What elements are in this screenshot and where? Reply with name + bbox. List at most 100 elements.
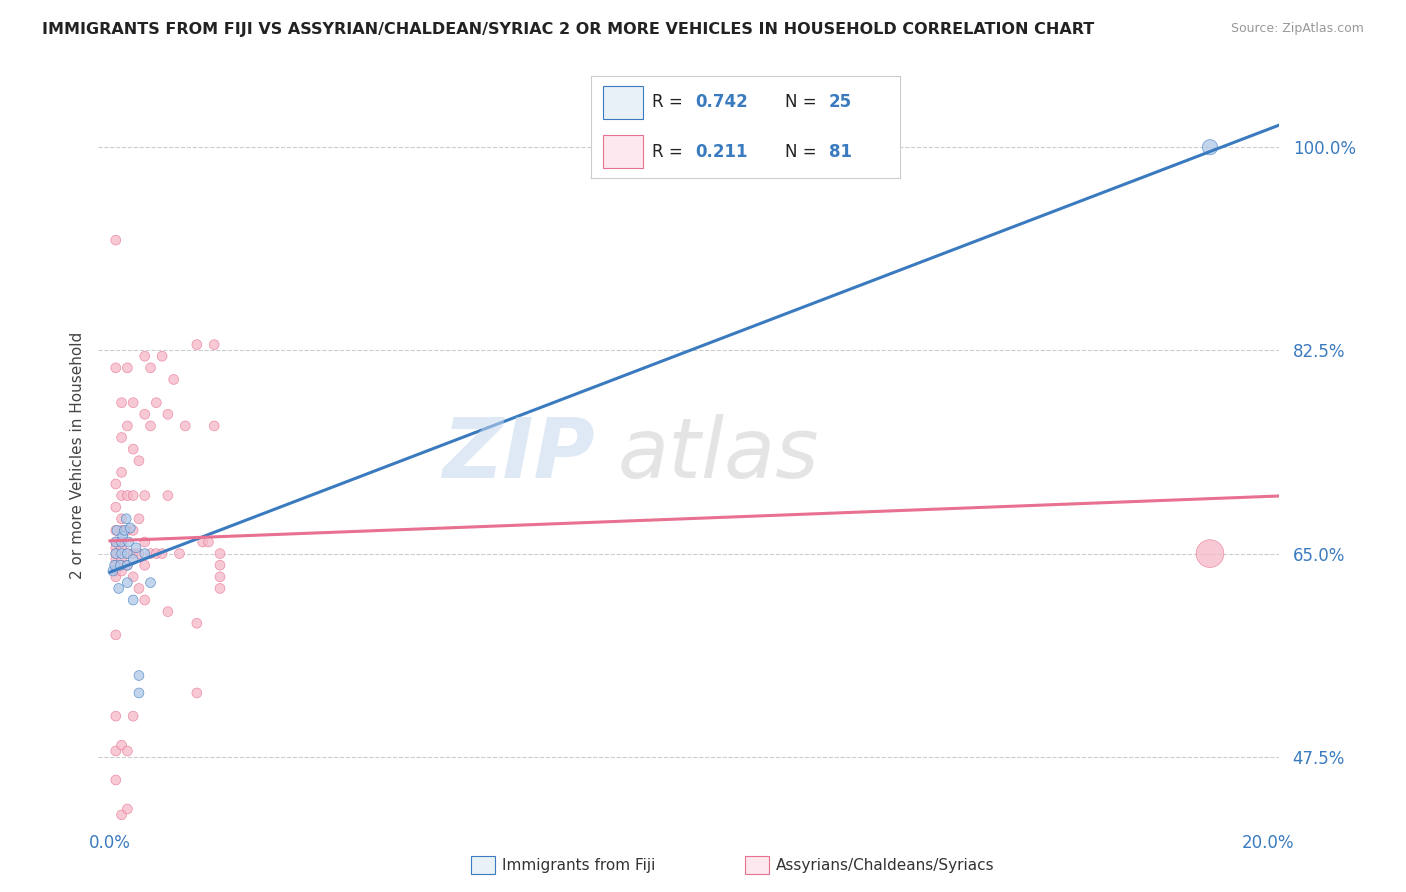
- Point: [104, 552, 127, 566]
- Point: [104, 564, 127, 578]
- Point: [110, 535, 132, 549]
- Point: [156, 407, 179, 421]
- Point: [110, 524, 132, 538]
- Point: [208, 558, 231, 573]
- Point: [134, 547, 156, 561]
- Point: [104, 547, 127, 561]
- Point: [122, 489, 145, 503]
- Point: [110, 541, 132, 555]
- Point: [115, 512, 138, 526]
- Point: [150, 349, 173, 363]
- Point: [117, 547, 139, 561]
- Point: [104, 541, 127, 555]
- Point: [104, 360, 127, 375]
- Point: [186, 337, 208, 351]
- Text: Immigrants from Fiji: Immigrants from Fiji: [502, 858, 655, 872]
- Point: [134, 558, 156, 573]
- Point: [110, 807, 132, 822]
- Text: Source: ZipAtlas.com: Source: ZipAtlas.com: [1230, 22, 1364, 36]
- Text: 81: 81: [828, 143, 852, 161]
- Point: [150, 547, 173, 561]
- Point: [117, 558, 139, 573]
- Point: [104, 744, 127, 758]
- Text: Assyrians/Chaldeans/Syriacs: Assyrians/Chaldeans/Syriacs: [776, 858, 994, 872]
- Point: [104, 535, 127, 549]
- Point: [104, 500, 127, 515]
- Point: [104, 233, 127, 247]
- Point: [104, 535, 127, 549]
- Point: [186, 616, 208, 631]
- Point: [110, 738, 132, 752]
- Point: [104, 848, 127, 863]
- Text: R =: R =: [652, 94, 689, 112]
- Point: [134, 593, 156, 607]
- Point: [139, 360, 162, 375]
- Text: ZIP: ZIP: [441, 415, 595, 495]
- Point: [110, 552, 132, 566]
- Point: [197, 535, 219, 549]
- Point: [145, 395, 167, 409]
- Point: [110, 547, 132, 561]
- Point: [110, 564, 132, 578]
- Text: 0.742: 0.742: [696, 94, 748, 112]
- Point: [122, 524, 145, 538]
- Point: [117, 547, 139, 561]
- Point: [117, 418, 139, 433]
- Point: [202, 337, 225, 351]
- Point: [208, 582, 231, 596]
- Text: atlas: atlas: [619, 415, 820, 495]
- Point: [208, 547, 231, 561]
- Point: [104, 772, 127, 787]
- Point: [122, 547, 145, 561]
- Point: [134, 489, 156, 503]
- Point: [117, 558, 139, 573]
- Point: [101, 564, 124, 578]
- Point: [122, 395, 145, 409]
- Point: [105, 524, 128, 538]
- Point: [107, 582, 129, 596]
- Point: [139, 575, 162, 590]
- Point: [122, 552, 145, 566]
- Point: [104, 628, 127, 642]
- Point: [128, 547, 150, 561]
- Point: [104, 558, 127, 573]
- Text: 0.211: 0.211: [696, 143, 748, 161]
- Text: IMMIGRANTS FROM FIJI VS ASSYRIAN/CHALDEAN/SYRIAC 2 OR MORE VEHICLES IN HOUSEHOLD: IMMIGRANTS FROM FIJI VS ASSYRIAN/CHALDEA…: [42, 22, 1094, 37]
- Point: [156, 605, 179, 619]
- Point: [117, 535, 139, 549]
- Point: [104, 547, 127, 561]
- Point: [110, 466, 132, 480]
- Point: [114, 524, 136, 538]
- Point: [104, 558, 127, 573]
- Point: [128, 512, 150, 526]
- Point: [186, 686, 208, 700]
- Point: [122, 442, 145, 456]
- Y-axis label: 2 or more Vehicles in Household: 2 or more Vehicles in Household: [69, 331, 84, 579]
- Point: [110, 395, 132, 409]
- Point: [110, 512, 132, 526]
- Point: [156, 489, 179, 503]
- Point: [104, 524, 127, 538]
- Point: [128, 582, 150, 596]
- Text: R =: R =: [652, 143, 693, 161]
- Point: [174, 418, 197, 433]
- Point: [145, 547, 167, 561]
- Point: [208, 570, 231, 584]
- Point: [139, 547, 162, 561]
- Point: [110, 535, 132, 549]
- Point: [120, 521, 142, 535]
- Point: [104, 570, 127, 584]
- Point: [117, 360, 139, 375]
- Point: [139, 418, 162, 433]
- Point: [128, 668, 150, 682]
- Point: [125, 541, 148, 555]
- Point: [163, 372, 186, 386]
- Point: [169, 547, 191, 561]
- Point: [117, 802, 139, 816]
- FancyBboxPatch shape: [603, 87, 643, 119]
- Point: [191, 535, 214, 549]
- Text: N =: N =: [786, 94, 823, 112]
- Point: [110, 558, 132, 573]
- Text: 25: 25: [828, 94, 852, 112]
- Point: [111, 529, 134, 543]
